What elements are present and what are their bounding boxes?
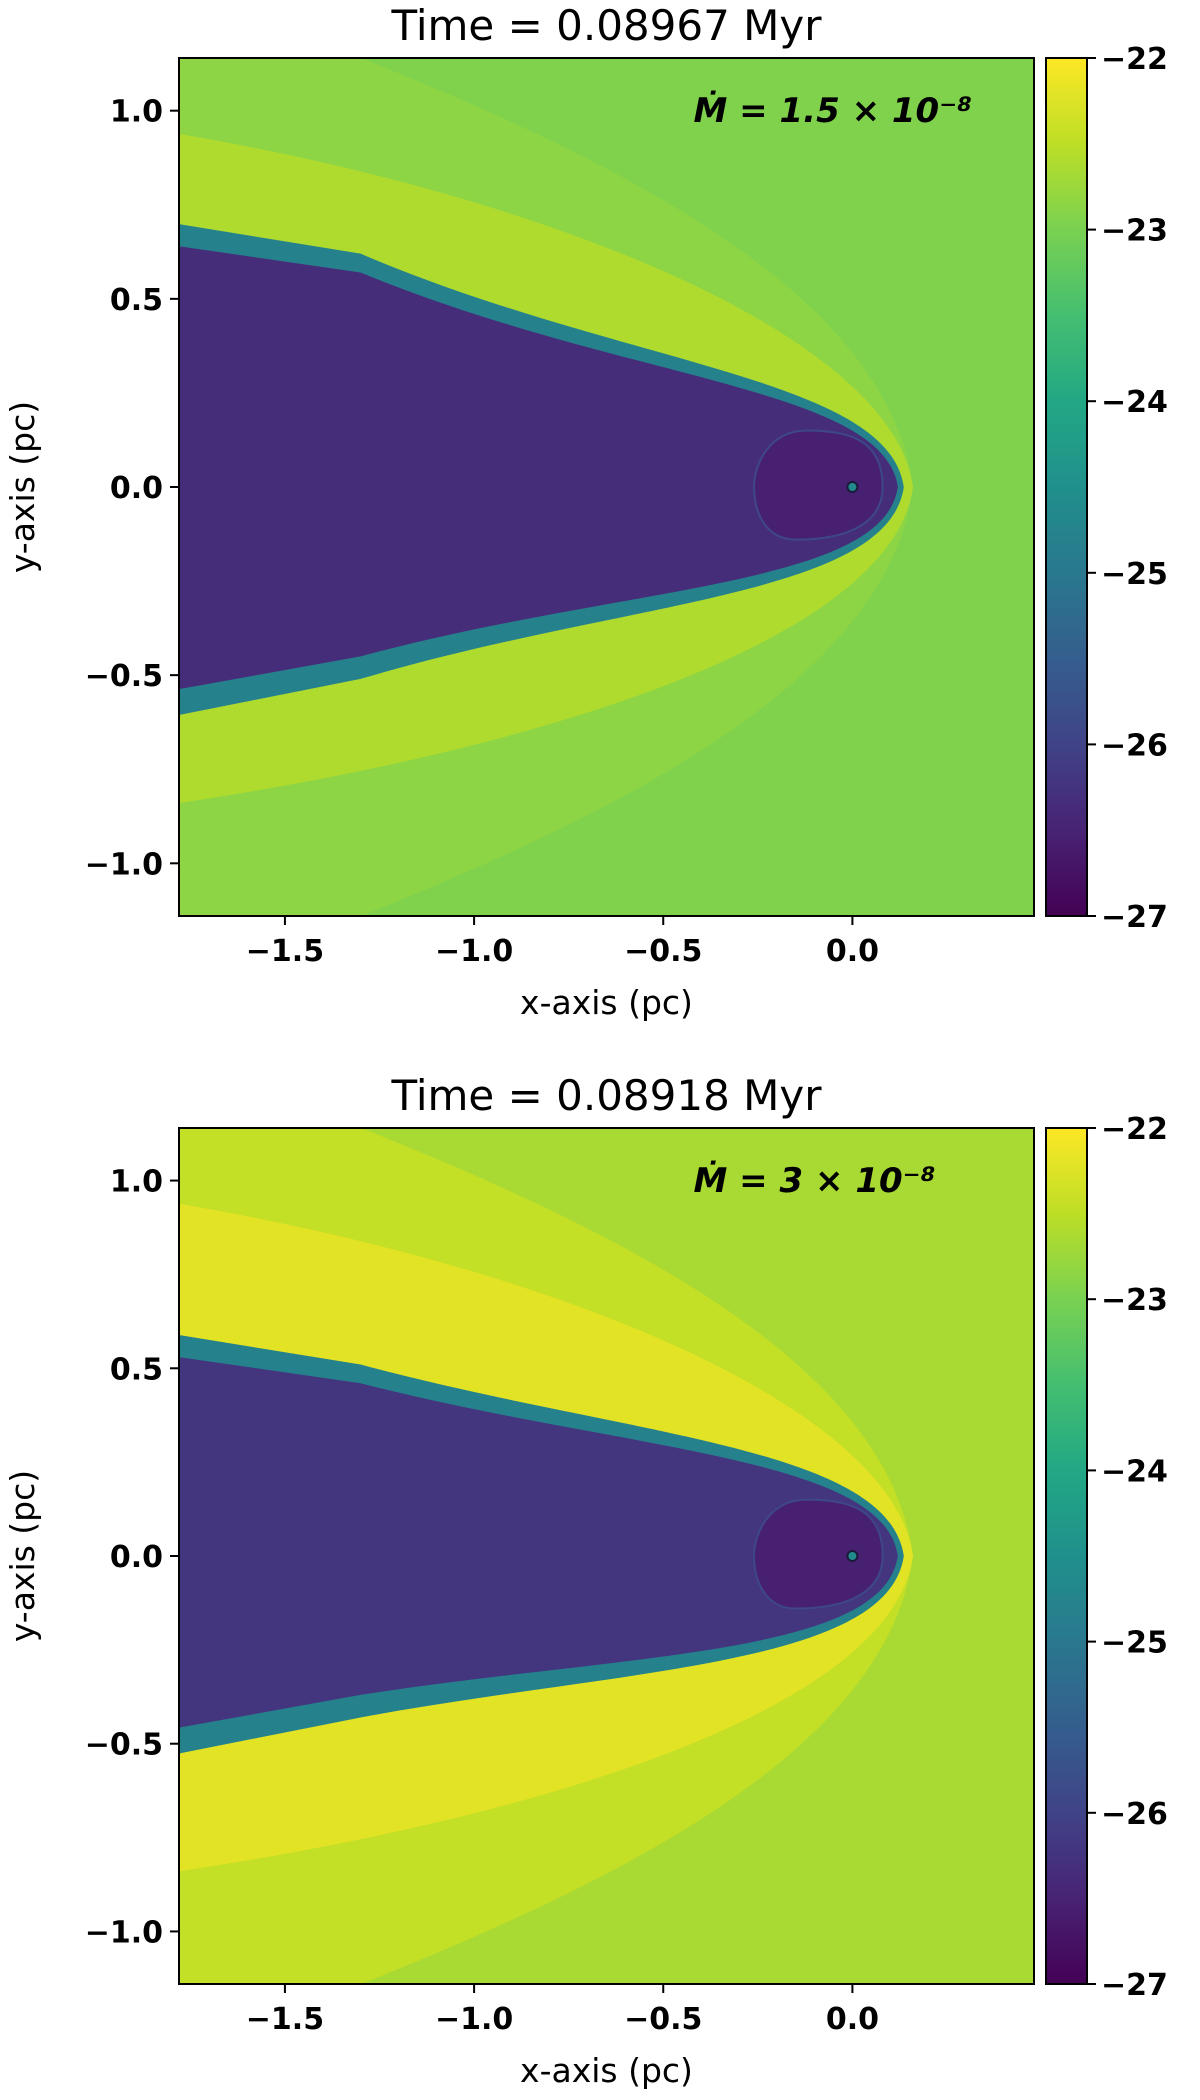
- y-tick-label: 0.5: [110, 283, 163, 318]
- density-map: [179, 58, 1034, 916]
- y-tick-label: −0.5: [85, 659, 163, 694]
- x-tick-label: 0.0: [826, 2002, 879, 2037]
- x-tick-label: 0.0: [826, 934, 879, 969]
- y-tick-label: 1.0: [110, 1165, 163, 1200]
- colorbar-tick-label: −27: [1101, 1968, 1168, 2003]
- star-marker: [846, 481, 859, 493]
- colorbar-tick-label: −25: [1101, 557, 1168, 592]
- x-tick-label: −1.0: [435, 934, 513, 969]
- y-tick-label: −1.0: [85, 1915, 163, 1950]
- chart-title: Time = 0.08918 Myr: [390, 1071, 822, 1120]
- colorbar-tick-label: −26: [1101, 728, 1168, 763]
- x-tick-label: −1.5: [246, 934, 324, 969]
- mass-loss-annotation: Ṁ = 3 × 10⁻⁸: [694, 1160, 936, 1201]
- star-marker: [846, 1550, 859, 1562]
- panel-2: Time = 0.08918 Myr Ṁ = 3 × 10⁻⁸ −1.5 −1.0 −0…: [3, 1071, 1168, 2090]
- y-axis-label: y-axis (pc): [3, 401, 42, 573]
- wind-cavity: [179, 1357, 898, 1728]
- inner-wind-bubble: [753, 429, 884, 541]
- colorbar-tick-label: −23: [1101, 214, 1168, 249]
- x-tick-label: −1.0: [435, 2002, 513, 2037]
- colorbar-tick-label: −24: [1101, 1454, 1168, 1489]
- chart-title: Time = 0.08967 Myr: [390, 1, 822, 50]
- colorbar-tick-label: −27: [1101, 900, 1168, 935]
- y-tick-label: −1.0: [85, 847, 163, 882]
- mass-loss-annotation: Ṁ = 1.5 × 10⁻⁸: [694, 90, 973, 131]
- colorbar-tick-label: −26: [1101, 1797, 1168, 1832]
- inner-wind-bubble: [753, 1498, 884, 1610]
- colorbar-tick-label: −23: [1101, 1283, 1168, 1318]
- x-tick-label: −1.5: [246, 2002, 324, 2037]
- y-tick-label: 0.0: [110, 471, 163, 506]
- y-axis-label: y-axis (pc): [3, 1470, 42, 1642]
- x-axis-label: x-axis (pc): [520, 983, 693, 1022]
- colorbar: [1045, 57, 1088, 917]
- colorbar-tick-label: −25: [1101, 1626, 1168, 1661]
- colorbar-tick-label: −24: [1101, 385, 1168, 420]
- colorbar-tick-label: −22: [1101, 1112, 1168, 1147]
- y-tick-label: 0.5: [110, 1352, 163, 1387]
- wind-cavity: [179, 246, 898, 690]
- y-tick-label: 0.0: [110, 1540, 163, 1575]
- y-tick-label: 1.0: [110, 95, 163, 130]
- colorbar-tick-label: −22: [1101, 42, 1168, 77]
- x-tick-label: −0.5: [624, 2002, 702, 2037]
- colorbar: [1045, 1127, 1088, 1985]
- density-map: [179, 1128, 1034, 1984]
- panel-1: Time = 0.08967 Myr Ṁ = 1.5 × 10⁻⁸ −1.5 −1.0…: [3, 1, 1168, 1022]
- x-axis-label: x-axis (pc): [520, 2051, 693, 2090]
- y-tick-label: −0.5: [85, 1728, 163, 1763]
- x-tick-label: −0.5: [624, 934, 702, 969]
